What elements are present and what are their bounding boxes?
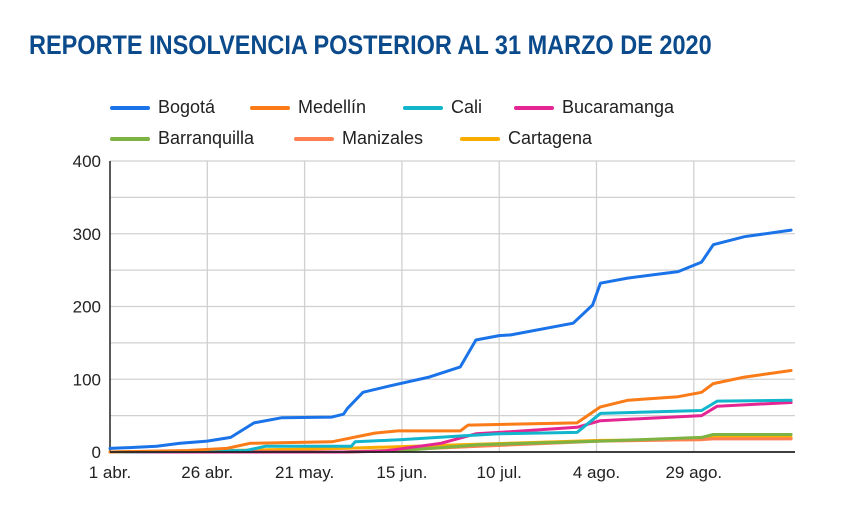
legend-item-bogota: Bogotá [110,97,215,118]
legend-label: Medellín [298,97,367,117]
y-tick-label: 100 [73,370,101,389]
x-tick-label: 15 jun. [376,463,427,482]
x-tick-label: 29 ago. [665,463,722,482]
legend-item-manizales: Manizales [294,128,423,149]
legend-label: Cartagena [508,128,593,148]
legend-swatch [460,136,500,141]
legend-label: Barranquilla [158,128,255,148]
legend-swatch [250,105,290,110]
legend-item-barranquilla: Barranquilla [110,128,254,149]
legend-swatch [514,105,554,110]
legend-item-medellin: Medellín [250,97,366,118]
legend-swatch [403,105,443,110]
series-line-cali [108,398,793,454]
legend-item-bucaramanga: Bucaramanga [514,97,674,118]
chart-title: REPORTE INSOLVENCIA POSTERIOR AL 31 MARZ… [29,30,712,60]
legend-label: Manizales [342,128,424,148]
legend-swatch [110,136,150,141]
legend-item-cali: Cali [403,97,482,118]
legend-label: Bucaramanga [562,97,675,117]
legend-swatch [294,136,334,141]
legend-swatch [110,105,150,110]
series-line-bogota [108,228,793,450]
legend-label: Cali [451,97,483,117]
y-tick-label: 0 [92,443,101,462]
y-tick-label: 400 [73,152,101,171]
x-tick-label: 10 jul. [477,463,522,482]
x-tick-label: 4 ago. [573,463,620,482]
legend-item-cartagena: Cartagena [460,128,592,149]
x-tick-label: 26 abr. [181,463,233,482]
legend-label: Bogotá [158,97,216,117]
y-tick-label: 200 [73,298,101,317]
x-tick-label: 1 abr. [89,463,132,482]
series-line-medellin [108,369,793,454]
x-tick-label: 21 may. [275,463,334,482]
y-tick-label: 300 [73,225,101,244]
